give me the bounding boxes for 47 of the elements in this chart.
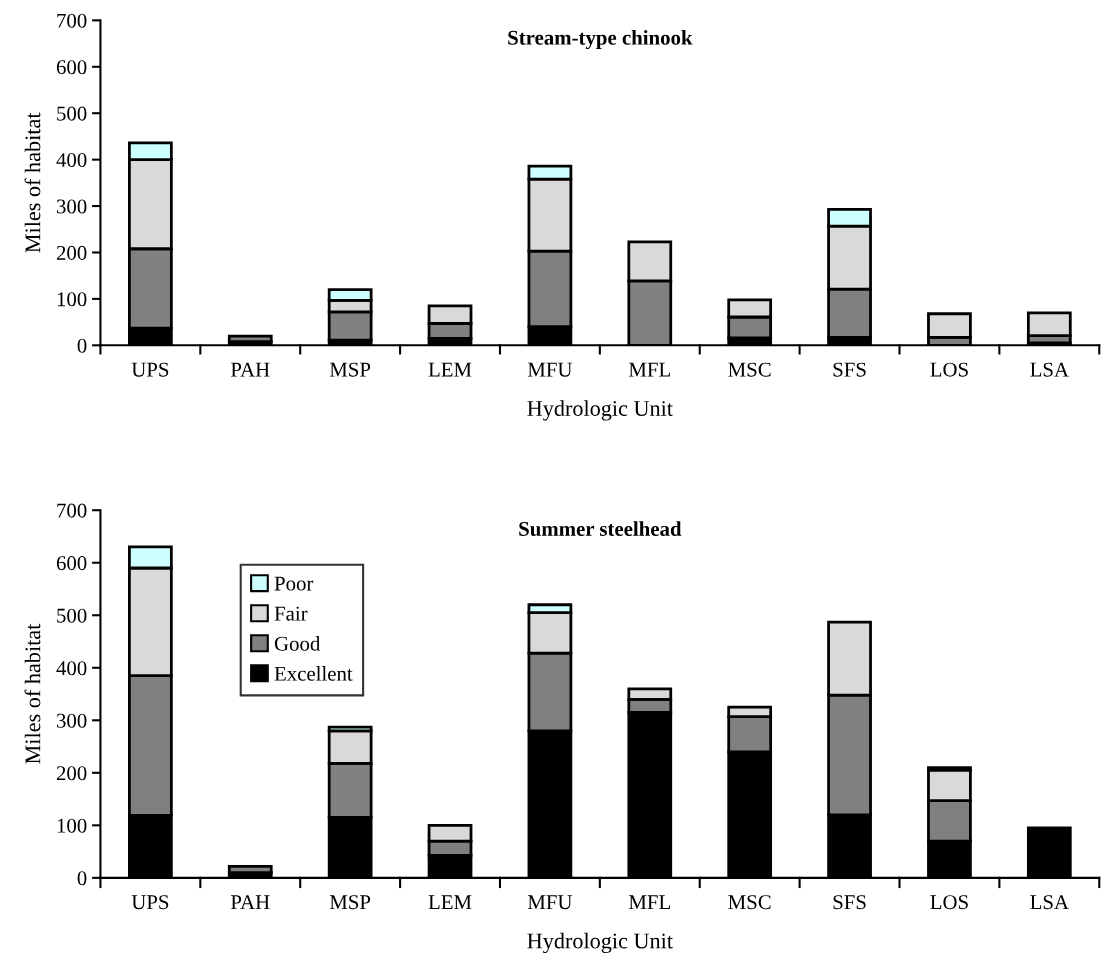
y-tick-label: 700 — [57, 503, 87, 518]
y-tick-label: 700 — [57, 13, 87, 28]
y-tick-label: 200 — [56, 766, 87, 781]
x-tick-label: LOS — [930, 362, 968, 377]
x-tick-label: MFL — [628, 895, 670, 909]
chart-title: Stream-type chinook — [508, 30, 693, 50]
x-tick-label: UPS — [131, 895, 169, 910]
y-tick-label: 0 — [77, 871, 87, 886]
y-tick-label: 0 — [77, 338, 87, 353]
x-tick-label: MSC — [728, 895, 771, 910]
y-tick-label: 500 — [57, 106, 87, 121]
y-axis-title: Miles of habitat — [24, 112, 41, 253]
y-tick-label: 600 — [56, 556, 87, 571]
x-tick-label: LSA — [1030, 362, 1069, 377]
legend-label: Excellent — [274, 666, 353, 681]
x-tick-label: MSP — [329, 362, 371, 377]
y-tick-label: 400 — [56, 153, 87, 168]
x-axis-title: Hydrologic Unit — [527, 932, 673, 954]
bar — [227, 864, 273, 874]
y-tick-label: 400 — [56, 661, 87, 676]
x-tick-label: PAH — [230, 895, 270, 909]
x-tick-label: LOS — [930, 895, 968, 910]
legend-label: Fair — [274, 606, 308, 621]
chart-title: Summer steelhead — [519, 521, 682, 536]
y-tick-label: 300 — [56, 713, 87, 728]
y-tick-label: 600 — [56, 60, 87, 75]
x-tick-label: LEM — [428, 362, 472, 377]
y-tick-label: 300 — [56, 199, 87, 214]
x-tick-label: UPS — [131, 362, 169, 377]
x-tick-label: MFU — [527, 362, 573, 377]
y-tick-label: 200 — [56, 245, 87, 260]
y-tick-label: 100 — [57, 292, 87, 307]
legend-label: Poor — [274, 576, 314, 591]
x-tick-label: MFU — [527, 895, 573, 910]
x-tick-label: PAH — [230, 362, 270, 377]
y-tick-label: 500 — [57, 608, 87, 623]
x-tick-label: SFS — [833, 895, 866, 910]
y-axis-title: Miles of habitat — [24, 623, 41, 764]
x-tick-label: MSC — [728, 362, 771, 377]
y-tick-label: 100 — [57, 818, 87, 833]
x-tick-label: MFL — [628, 362, 670, 377]
x-tick-label: LSA — [1030, 895, 1069, 910]
x-tick-label: SFS — [833, 362, 866, 377]
x-axis-title: Hydrologic Unit — [527, 400, 673, 421]
x-tick-label: LEM — [428, 895, 472, 909]
legend-label: Good — [274, 636, 321, 651]
x-tick-label: MSP — [329, 895, 371, 910]
